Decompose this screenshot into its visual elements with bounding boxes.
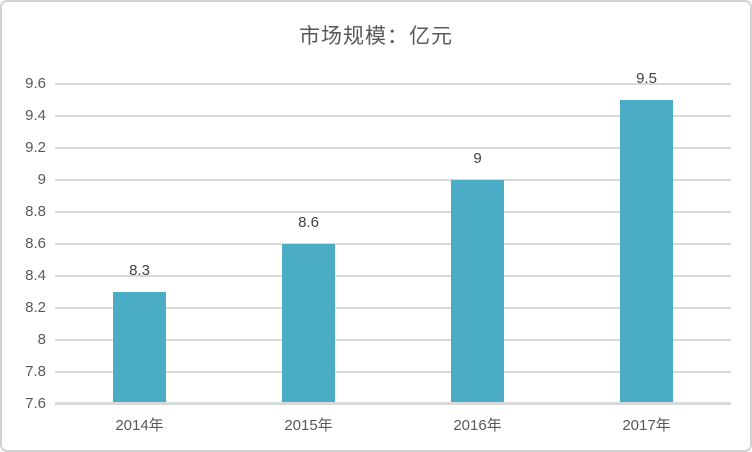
y-axis-tick-label: 7.8 bbox=[25, 363, 46, 380]
x-axis-tick-label: 2015年 bbox=[284, 417, 333, 434]
gridline bbox=[55, 275, 731, 277]
x-axis-tick-label: 2016年 bbox=[453, 417, 502, 434]
bar-2015年 bbox=[282, 244, 335, 404]
y-axis-tick-label: 9.6 bbox=[25, 75, 46, 92]
x-axis-line bbox=[55, 402, 731, 404]
gridline bbox=[55, 115, 731, 117]
gridline bbox=[55, 307, 731, 309]
data-label: 8.3 bbox=[129, 262, 150, 279]
y-axis-tick-label: 8.4 bbox=[25, 267, 46, 284]
y-axis-tick-label: 9.2 bbox=[25, 139, 46, 156]
x-axis-tick-label: 2014年 bbox=[115, 417, 164, 434]
bar-2016年 bbox=[451, 180, 504, 404]
gridline bbox=[55, 179, 731, 181]
y-axis-tick-label: 7.6 bbox=[25, 395, 46, 412]
gridline bbox=[55, 83, 731, 85]
bar-2014年 bbox=[113, 292, 166, 404]
x-axis-tick-label: 2017年 bbox=[622, 417, 671, 434]
gridline bbox=[55, 371, 731, 373]
gridline bbox=[55, 243, 731, 245]
gridline bbox=[55, 403, 731, 405]
data-label: 9 bbox=[473, 150, 482, 167]
y-axis-tick-label: 8.2 bbox=[25, 299, 46, 316]
chart-title: 市场规模：亿元 bbox=[299, 25, 453, 48]
bar-2017年 bbox=[620, 100, 673, 404]
data-label: 9.5 bbox=[636, 70, 657, 87]
plot-area: 8.3 8.6 9 9.5 bbox=[55, 71, 731, 405]
y-axis-tick-label: 8.6 bbox=[25, 235, 46, 252]
y-axis-tick-label: 9.4 bbox=[25, 107, 46, 124]
gridline bbox=[55, 211, 731, 213]
data-label: 8.6 bbox=[298, 214, 319, 231]
y-axis-tick-label: 8.8 bbox=[25, 203, 46, 220]
gridline bbox=[55, 339, 731, 341]
y-axis-tick-label: 8 bbox=[37, 331, 46, 348]
gridline bbox=[55, 147, 731, 149]
y-axis-tick-label: 9 bbox=[37, 171, 46, 188]
